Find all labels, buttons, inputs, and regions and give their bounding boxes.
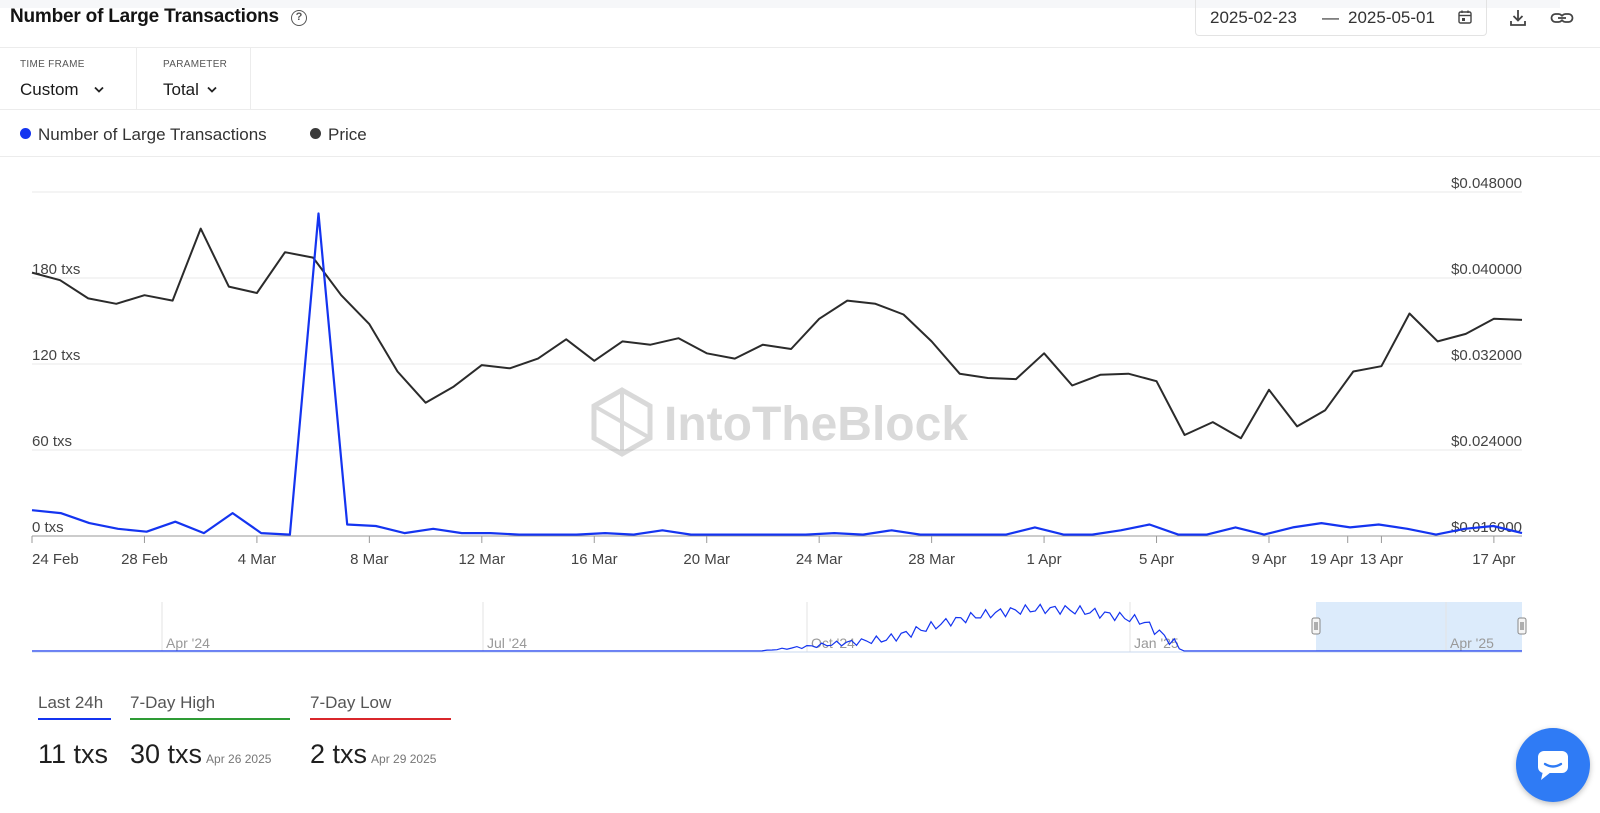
stat-7day-high-label: 7-Day High (130, 693, 290, 720)
series-line-transactions (31, 212, 1523, 536)
y-right-tick-label: $0.048000 (1451, 175, 1522, 192)
x-tick-label: 19 Apr (1310, 551, 1353, 568)
legend-item-price[interactable]: Price (310, 125, 367, 145)
range-navigator[interactable]: Apr '24 Jul '24 Oct '24 Jan '25 Apr '25 (0, 600, 1600, 670)
navigator-label: Jan '25 (1134, 635, 1179, 651)
parameter-label: PARAMETER (163, 59, 228, 70)
x-tick-label: 28 Mar (908, 551, 955, 568)
stat-7day-high: 7-Day High 30 txs Apr 26 2025 (130, 693, 290, 769)
navigator-selection[interactable] (1316, 602, 1522, 652)
watermark-logo (591, 387, 653, 457)
x-tick-label: 17 Apr (1472, 551, 1515, 568)
chat-icon (1538, 751, 1568, 780)
date-range-picker[interactable]: 2025-02-23 — 2025-05-01 (1195, 0, 1487, 36)
navigator-label: Oct '24 (811, 635, 855, 651)
watermark-text: IntoTheBlock (664, 398, 968, 451)
stat-7day-high-date: Apr 26 2025 (206, 752, 272, 766)
navigator-overview-line (32, 603, 1522, 652)
parameter-value[interactable]: Total (163, 80, 199, 99)
chat-button[interactable] (1516, 728, 1590, 802)
stat-7day-low-label: 7-Day Low (310, 693, 451, 720)
calendar-icon[interactable] (1458, 10, 1472, 24)
y-right-tick-label: $0.040000 (1451, 261, 1522, 278)
legend-label: Number of Large Transactions (38, 125, 267, 144)
navigator-handle-right[interactable] (1517, 617, 1527, 635)
navigator-label: Apr '24 (166, 635, 210, 651)
x-tick-label: 9 Apr (1251, 551, 1286, 568)
x-tick-label: 13 Apr (1360, 551, 1403, 568)
navigator-label: Jul '24 (487, 635, 527, 651)
stat-7day-low-date: Apr 29 2025 (371, 752, 437, 766)
filter-bar: TIME FRAME Custom PARAMETER Total (0, 48, 1600, 110)
y-right-tick-label: $0.024000 (1451, 433, 1522, 450)
y-left-tick-label: 60 txs (32, 433, 72, 450)
download-icon[interactable] (1508, 8, 1528, 28)
watermark: IntoTheBlock (591, 387, 968, 457)
chevron-down-icon[interactable] (94, 86, 104, 94)
date-separator: — (1322, 8, 1339, 27)
legend-dot (310, 128, 321, 139)
navigator-label: Apr '25 (1450, 635, 1494, 651)
x-tick-label: 28 Feb (121, 551, 168, 568)
y-left-tick-label: 120 txs (32, 347, 80, 364)
main-chart[interactable]: $0.016000$0.024000$0.032000$0.040000$0.0… (0, 160, 1600, 590)
time-frame-value[interactable]: Custom (20, 80, 79, 99)
help-icon[interactable]: ? (291, 10, 307, 26)
chevron-down-icon[interactable] (207, 86, 217, 94)
y-left-tick-label: 0 txs (32, 519, 64, 536)
time-frame-filter[interactable]: TIME FRAME Custom (0, 48, 137, 110)
stat-last-24h: Last 24h 11 txs (38, 693, 111, 769)
chart-legend: Number of Large Transactions Price (0, 111, 1600, 157)
x-tick-label: 16 Mar (571, 551, 618, 568)
x-tick-label: 1 Apr (1027, 551, 1062, 568)
stat-7day-low-value: 2 txs Apr 29 2025 (310, 739, 437, 769)
legend-label: Price (328, 125, 367, 144)
time-frame-label: TIME FRAME (20, 59, 85, 70)
parameter-filter[interactable]: PARAMETER Total (143, 48, 251, 110)
x-tick-label: 4 Mar (238, 551, 276, 568)
navigator-handle-left[interactable] (1311, 617, 1321, 635)
header-bar: Number of Large Transactions ? 2025-02-2… (0, 0, 1600, 48)
page-title: Number of Large Transactions (10, 6, 279, 27)
legend-item-transactions[interactable]: Number of Large Transactions (20, 125, 267, 145)
watermark-logo-line (593, 404, 651, 440)
link-icon[interactable] (1550, 8, 1574, 28)
date-to[interactable]: 2025-05-01 (1348, 8, 1435, 27)
stat-7day-high-value: 30 txs Apr 26 2025 (130, 739, 272, 769)
stat-last-24h-label: Last 24h (38, 693, 111, 720)
x-tick-label: 24 Mar (796, 551, 843, 568)
y-right-tick-label: $0.032000 (1451, 347, 1522, 364)
stat-last-24h-value: 11 txs (38, 739, 109, 769)
series-line-price (31, 227, 1523, 440)
x-tick-label: 20 Mar (683, 551, 730, 568)
top-edge (0, 0, 1560, 8)
x-tick-label: 5 Apr (1139, 551, 1174, 568)
legend-dot (20, 128, 31, 139)
y-left-tick-label: 180 txs (32, 261, 80, 278)
x-tick-label: 12 Mar (458, 551, 505, 568)
x-tick-label: 8 Mar (350, 551, 388, 568)
x-tick-label: 24 Feb (32, 551, 79, 568)
stat-7day-low: 7-Day Low 2 txs Apr 29 2025 (310, 693, 451, 769)
date-from[interactable]: 2025-02-23 (1210, 8, 1297, 27)
